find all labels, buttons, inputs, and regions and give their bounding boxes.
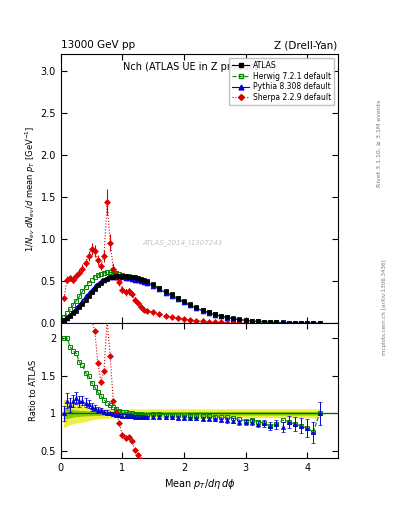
- Text: Nch (ATLAS UE in Z production): Nch (ATLAS UE in Z production): [123, 62, 276, 72]
- Text: ATLAS_2014_I1307243: ATLAS_2014_I1307243: [143, 239, 223, 246]
- Legend: ATLAS, Herwig 7.2.1 default, Pythia 8.308 default, Sherpa 2.2.9 default: ATLAS, Herwig 7.2.1 default, Pythia 8.30…: [229, 57, 334, 105]
- Text: Rivet 3.1.10, ≥ 3.1M events: Rivet 3.1.10, ≥ 3.1M events: [377, 100, 382, 187]
- Text: Z (Drell-Yan): Z (Drell-Yan): [274, 40, 337, 50]
- Text: mcplots.cern.ch [arXiv:1306.3436]: mcplots.cern.ch [arXiv:1306.3436]: [382, 260, 387, 355]
- Y-axis label: $1/N_{ev}$ $dN_{ev}/d$ mean $p_T$ [GeV$^{-1}$]: $1/N_{ev}$ $dN_{ev}/d$ mean $p_T$ [GeV$^…: [23, 125, 38, 252]
- X-axis label: Mean $p_T/d\eta\, d\phi$: Mean $p_T/d\eta\, d\phi$: [163, 477, 235, 492]
- Y-axis label: Ratio to ATLAS: Ratio to ATLAS: [29, 360, 38, 421]
- Text: 13000 GeV pp: 13000 GeV pp: [61, 40, 135, 50]
